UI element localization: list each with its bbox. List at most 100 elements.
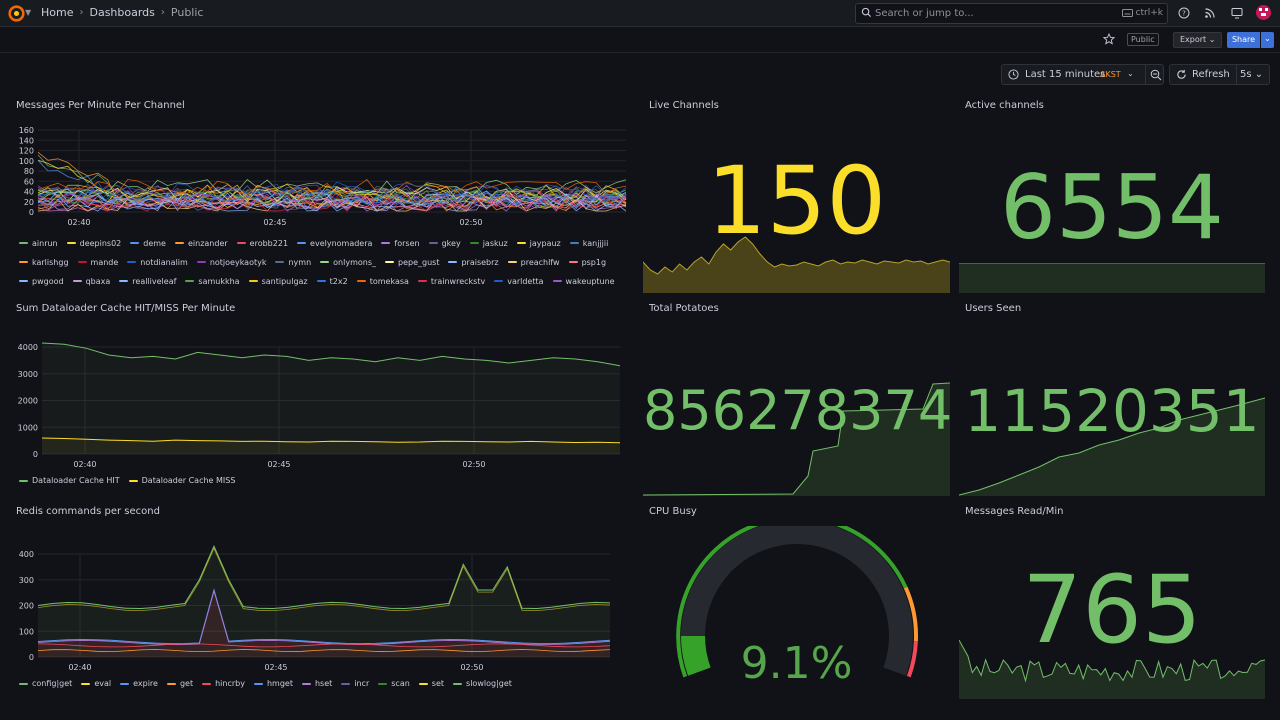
legend-item[interactable]: config|get xyxy=(19,679,72,688)
legend-item[interactable]: mande xyxy=(77,255,118,269)
panel-total-potatoes: Total Potatoes 856278374 xyxy=(643,303,952,496)
series-line xyxy=(41,437,621,444)
share-options-chevron-icon[interactable]: ⌄ xyxy=(1261,32,1274,48)
legend-item[interactable]: get xyxy=(166,679,193,688)
x-tick-label: 02:45 xyxy=(264,663,287,672)
search-input[interactable]: Search or jump to... ctrl+k xyxy=(855,3,1168,24)
panel-title[interactable]: Messages Read/Min xyxy=(965,506,1064,517)
panel-title[interactable]: Sum Dataloader Cache HIT/MISS Per Minute xyxy=(16,303,236,314)
chevron-down-icon: ⌄ xyxy=(1127,69,1134,78)
keyboard-icon xyxy=(1121,9,1133,17)
legend-item[interactable]: set xyxy=(418,679,444,688)
legend-item[interactable]: deme xyxy=(130,236,166,250)
legend-swatch xyxy=(418,682,428,685)
legend-item[interactable]: gkey xyxy=(428,236,461,250)
panel-title[interactable]: CPU Busy xyxy=(649,506,697,517)
legend-item[interactable]: preachlfw xyxy=(507,255,560,269)
gauge-threshold-green xyxy=(676,526,908,678)
legend-item[interactable]: eval xyxy=(81,679,111,688)
grafana-logo-icon[interactable] xyxy=(8,5,25,22)
legend-item[interactable]: pwgood xyxy=(19,274,64,288)
monitor-icon[interactable] xyxy=(1231,7,1243,19)
breadcrumb-home[interactable]: Home xyxy=(41,6,74,19)
legend-swatch xyxy=(253,682,263,685)
refresh-button[interactable]: Refresh 5s ⌄ xyxy=(1169,64,1270,85)
time-range-picker[interactable]: Last 15 minutes AKST ⌄ xyxy=(1001,64,1164,85)
legend-item[interactable]: evelynomadera xyxy=(297,236,372,250)
panel-title[interactable]: Users Seen xyxy=(965,303,1022,314)
panel-title[interactable]: Active channels xyxy=(965,100,1044,111)
x-tick-label: 02:50 xyxy=(459,218,482,227)
legend-item[interactable]: scan xyxy=(378,679,410,688)
series-line xyxy=(37,181,627,198)
legend-item[interactable]: karlishgg xyxy=(19,255,69,269)
legend-item[interactable]: erobb221 xyxy=(236,236,289,250)
legend-item[interactable]: notjoeykaotyk xyxy=(196,255,266,269)
legend-item[interactable]: Dataloader Cache MISS xyxy=(128,476,235,485)
panel-title[interactable]: Live Channels xyxy=(649,100,719,111)
legend-label: erobb221 xyxy=(249,238,289,248)
legend-item[interactable]: kanjjjii xyxy=(569,236,608,250)
legend-item[interactable]: santipulgaz xyxy=(248,274,308,288)
legend-item[interactable]: Dataloader Cache HIT xyxy=(19,476,120,485)
legend-item[interactable]: praisebrz xyxy=(448,255,499,269)
legend-item[interactable]: jaskuz xyxy=(469,236,508,250)
export-button[interactable]: Export ⌄ xyxy=(1173,32,1223,48)
help-icon[interactable]: ? xyxy=(1178,7,1190,19)
share-button[interactable]: Share xyxy=(1227,32,1260,48)
chevron-down-icon[interactable]: ▼ xyxy=(25,8,32,17)
legend-item[interactable]: ainrun xyxy=(19,236,58,250)
legend-label: slowlog|get xyxy=(466,679,512,688)
legend-item[interactable]: nymn xyxy=(275,255,311,269)
search-placeholder: Search or jump to... xyxy=(875,8,974,19)
legend-item[interactable]: deepins02 xyxy=(66,236,121,250)
legend-label: qbaxa xyxy=(85,276,111,286)
rss-news-icon[interactable] xyxy=(1204,7,1216,19)
zoom-out-button[interactable] xyxy=(1145,65,1165,84)
legend-item[interactable]: hset xyxy=(301,679,332,688)
legend-item[interactable]: incr xyxy=(341,679,369,688)
panel-title[interactable]: Redis commands per second xyxy=(16,506,160,517)
legend-item[interactable]: slowlog|get xyxy=(453,679,512,688)
legend-item[interactable]: hincrby xyxy=(202,679,245,688)
legend-label: psp1g xyxy=(581,257,607,267)
legend-item[interactable]: notdianalim xyxy=(127,255,188,269)
legend-item[interactable]: qbaxa xyxy=(72,274,111,288)
panel-active-channels: Active channels 6554 xyxy=(959,100,1265,293)
legend-swatch xyxy=(569,242,579,244)
legend-item[interactable]: samukkha xyxy=(185,274,240,288)
legend-item[interactable]: einzander xyxy=(174,236,228,250)
legend-item[interactable]: forsen xyxy=(381,236,420,250)
legend-item[interactable]: varldetta xyxy=(494,274,544,288)
legend-item[interactable]: wakeuptune xyxy=(552,274,615,288)
legend-label: varldetta xyxy=(507,276,544,286)
legend-label: onlymons_ xyxy=(333,257,377,267)
user-avatar[interactable] xyxy=(1256,5,1271,20)
series-line xyxy=(37,194,627,211)
zoom-out-icon xyxy=(1150,69,1162,81)
series-line xyxy=(37,193,627,209)
chart-legend: config|get eval expire get hincrby hmget hset i… xyxy=(19,679,619,688)
legend-item[interactable]: psp1g xyxy=(568,255,607,269)
cpu-gauge xyxy=(676,526,918,678)
x-tick-label: 02:40 xyxy=(73,460,96,469)
legend-item[interactable]: hmget xyxy=(253,679,293,688)
legend-item[interactable]: onlymons_ xyxy=(320,255,376,269)
legend-item[interactable]: jaypauz xyxy=(516,236,561,250)
sparkline-line xyxy=(643,236,950,275)
legend-item[interactable]: t2x2 xyxy=(316,274,348,288)
stat-value: 765 xyxy=(1022,556,1202,665)
panel-title[interactable]: Messages Per Minute Per Channel xyxy=(16,100,185,111)
legend-swatch xyxy=(166,682,176,685)
legend-item[interactable]: expire xyxy=(120,679,158,688)
legend-item[interactable]: trainwreckstv xyxy=(417,274,485,288)
refresh-interval-select[interactable]: 5s ⌄ xyxy=(1236,65,1263,84)
breadcrumb-dashboards[interactable]: Dashboards xyxy=(89,6,155,19)
legend-item[interactable]: realliveleaf xyxy=(119,274,176,288)
legend-item[interactable]: tomekasa xyxy=(356,274,409,288)
panel-redis-commands: Redis commands per second 400 300 200 100 0 0… xyxy=(16,506,630,696)
panel-title[interactable]: Total Potatoes xyxy=(649,303,719,314)
legend-item[interactable]: pepe_gust xyxy=(385,255,439,269)
star-icon[interactable] xyxy=(1103,33,1115,45)
legend-swatch xyxy=(66,242,76,244)
